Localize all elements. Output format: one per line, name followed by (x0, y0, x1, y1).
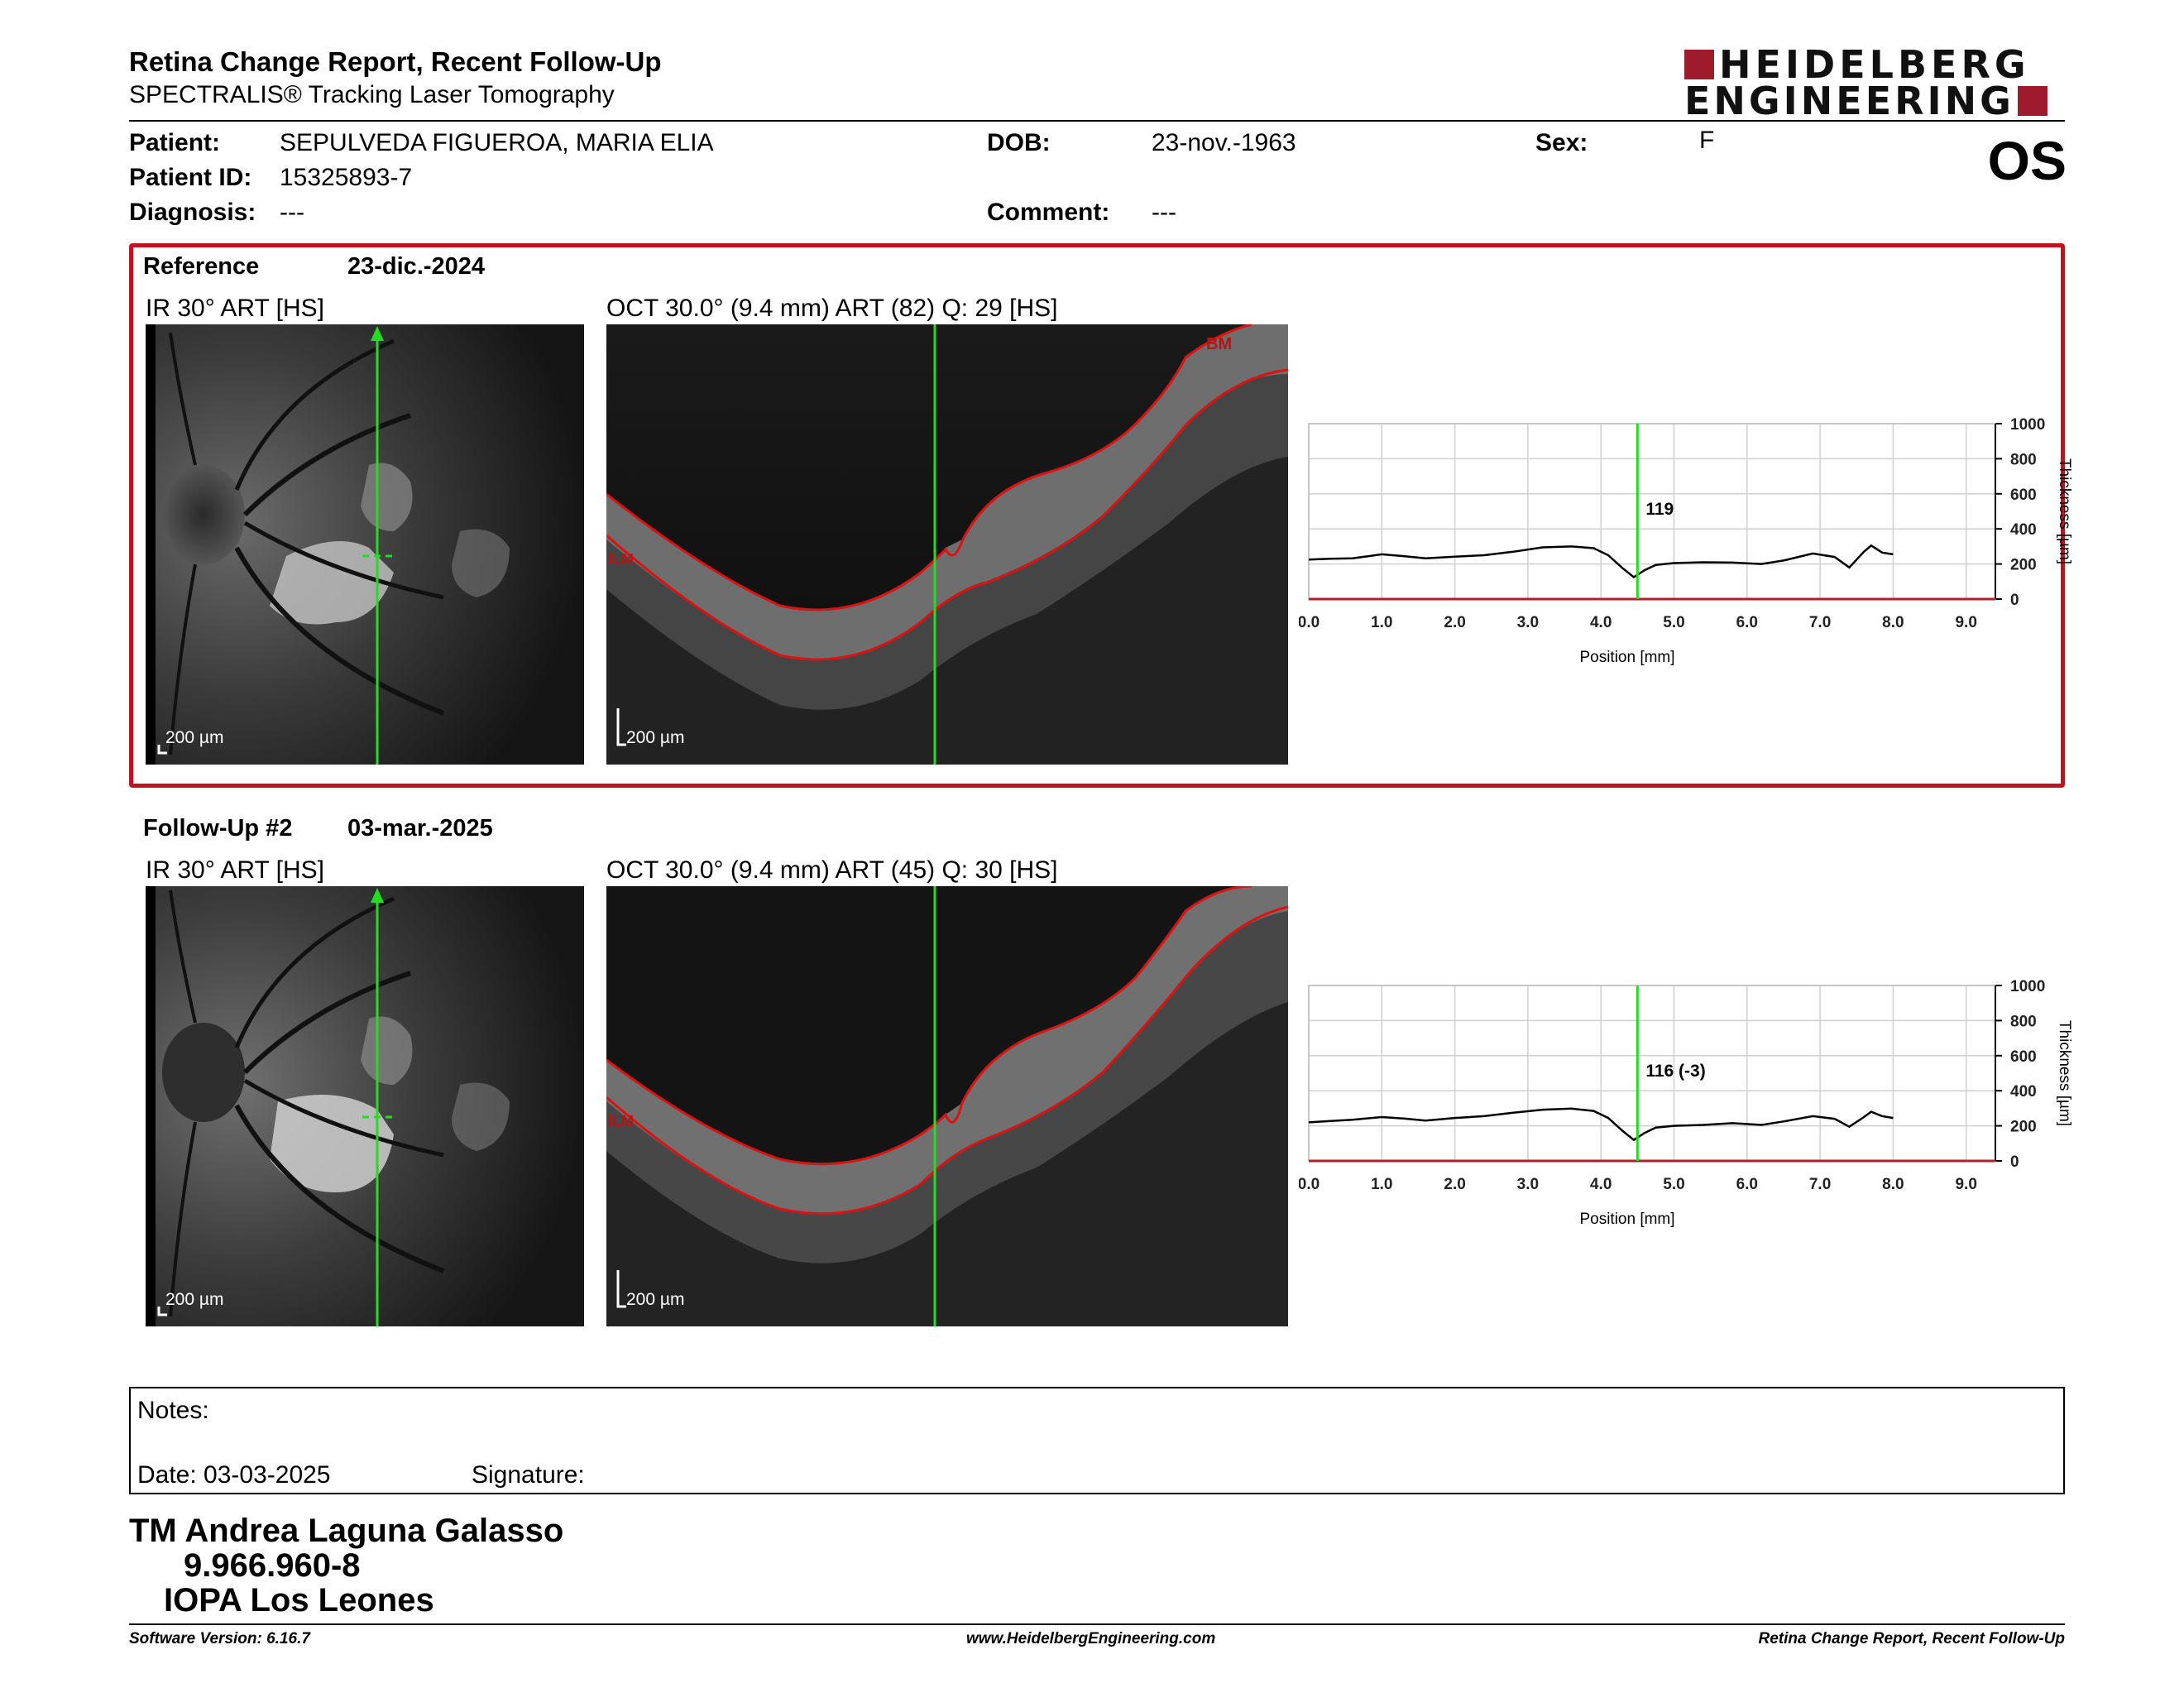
reference-ir-caption: IR 30° ART [HS] (146, 295, 324, 322)
patient-id: 15325893-7 (280, 164, 413, 191)
x-tick-label: 7.0 (1809, 1176, 1831, 1193)
oct-svg: ILM (606, 886, 1288, 1326)
comment-value: --- (1152, 199, 1176, 226)
fundus-svg (156, 324, 584, 765)
sex-value: F (1699, 127, 1715, 154)
x-tick-label: 0.0 (1299, 1176, 1320, 1193)
x-tick-label: 3.0 (1517, 1176, 1539, 1193)
reference-ir-scale: 200 µm (165, 728, 224, 747)
comment-label: Comment: (987, 199, 1110, 226)
y-tick-label: 1000 (2010, 978, 2045, 995)
fundus-svg (156, 886, 584, 1326)
followup-ir-caption: IR 30° ART [HS] (146, 856, 324, 884)
x-tick-label: 9.0 (1955, 614, 1976, 631)
oct-svg: BM ILM (606, 324, 1288, 765)
x-tick-label: 2.0 (1444, 614, 1465, 631)
followup-label: Follow-Up #2 (143, 815, 293, 842)
logo-row-2: ENGINEERING (1684, 79, 2048, 123)
reference-ir-image[interactable]: 200 µm (146, 324, 584, 765)
footer-rule (129, 1623, 2065, 1625)
ilm-label: ILM (608, 551, 634, 568)
cursor-value-label: 119 (1645, 500, 1674, 519)
y-tick-label: 0 (2010, 592, 2019, 609)
x-axis-label: Position [mm] (1579, 1211, 1674, 1228)
y-tick-label: 0 (2010, 1153, 2019, 1171)
website: www.HeidelbergEngineering.com (966, 1630, 1216, 1647)
x-tick-label: 6.0 (1736, 614, 1758, 631)
reference-oct-caption: OCT 30.0° (9.4 mm) ART (82) Q: 29 [HS] (606, 295, 1058, 322)
logo-square-icon (1684, 50, 1714, 79)
notes-box[interactable]: Notes: Date: 03-03-2025 Signature: (129, 1387, 2065, 1494)
y-tick-label: 600 (2010, 487, 2037, 504)
y-tick-label: 400 (2010, 521, 2037, 539)
followup-thickness-chart: 0.0 1.0 2.0 3.0 4.0 5.0 6.0 7.0 8.0 9.0 0 200 400 600… (1299, 978, 2073, 1228)
reference-oct-scale: 200 µm (626, 728, 685, 747)
x-tick-label: 3.0 (1517, 614, 1539, 631)
header-rule (129, 120, 2065, 122)
x-tick-label: 1.0 (1371, 1176, 1392, 1193)
followup-ir-image[interactable]: 200 µm (146, 886, 584, 1326)
signature-label: Signature: (472, 1461, 585, 1489)
followup-date: 03-mar.-2025 (347, 815, 493, 842)
x-tick-label: 9.0 (1955, 1176, 1976, 1193)
followup-oct-image[interactable]: ILM 200 µm (606, 886, 1288, 1326)
x-tick-label: 2.0 (1444, 1176, 1465, 1193)
y-tick-label: 600 (2010, 1048, 2037, 1066)
x-axis-label: Position [mm] (1579, 649, 1674, 666)
thickness-series-line (1308, 1107, 1894, 1142)
bm-label: BM (1206, 335, 1232, 353)
signer-name: TM Andrea Laguna Galasso (129, 1513, 564, 1549)
x-tick-label: 4.0 (1590, 1176, 1612, 1193)
notes-label: Notes: (137, 1397, 209, 1424)
y-tick-label: 1000 (2010, 416, 2045, 434)
reference-box (129, 243, 2065, 788)
x-tick-label: 6.0 (1736, 1176, 1758, 1193)
logo-square-icon (2017, 86, 2048, 116)
x-tick-label: 8.0 (1882, 614, 1904, 631)
cursor-value-label: 116 (-3) (1645, 1062, 1705, 1081)
patient-id-label: Patient ID: (129, 164, 252, 191)
y-tick-label: 200 (2010, 557, 2037, 574)
report-title: Retina Change Report, Recent Follow-Up (129, 46, 662, 77)
y-tick-label: 400 (2010, 1083, 2037, 1101)
x-tick-label: 5.0 (1663, 1176, 1684, 1193)
x-tick-label: 0.0 (1299, 614, 1320, 631)
signer-clinic: IOPA Los Leones (164, 1582, 434, 1618)
reference-thickness-chart: 0.0 1.0 2.0 3.0 4.0 5.0 6.0 7.0 8.0 9.0 0 200 400 600… (1299, 416, 2073, 666)
x-tick-label: 5.0 (1663, 614, 1684, 631)
y-axis-label: Thickness [µm] (2056, 458, 2073, 564)
y-axis-label: Thickness [µm] (2056, 1020, 2073, 1126)
followup-oct-scale: 200 µm (626, 1290, 685, 1309)
notes-date: Date: 03-03-2025 (137, 1461, 331, 1489)
followup-ir-scale: 200 µm (165, 1290, 224, 1309)
logo-line2: ENGINEERING (1684, 79, 2014, 123)
y-tick-label: 200 (2010, 1119, 2037, 1136)
diagnosis-label: Diagnosis: (129, 199, 256, 226)
followup-oct-caption: OCT 30.0° (9.4 mm) ART (45) Q: 30 [HS] (606, 856, 1058, 884)
y-tick-label: 800 (2010, 1013, 2037, 1030)
x-tick-label: 7.0 (1809, 614, 1831, 631)
diagnosis-value: --- (280, 199, 304, 226)
logo: HEIDELBERG (1684, 42, 2030, 87)
thickness-series-line (1308, 544, 1894, 579)
x-tick-label: 8.0 (1882, 1176, 1904, 1193)
patient-name: SEPULVEDA FIGUEROA, MARIA ELIA (280, 129, 714, 156)
reference-label: Reference (143, 253, 260, 280)
dob-label: DOB: (987, 129, 1051, 156)
ilm-label: ILM (608, 1113, 634, 1129)
report-subtitle: SPECTRALIS® Tracking Laser Tomography (129, 81, 615, 108)
y-tick-label: 800 (2010, 451, 2037, 468)
x-tick-label: 1.0 (1371, 614, 1392, 631)
dob-value: 23-nov.-1963 (1152, 129, 1296, 156)
logo-line1: HEIDELBERG (1719, 42, 2030, 87)
reference-date: 23-dic.-2024 (347, 253, 486, 280)
patient-label: Patient: (129, 129, 221, 156)
software-version: Software Version: 6.16.7 (129, 1630, 310, 1647)
reference-oct-image[interactable]: BM ILM 200 µm (606, 324, 1288, 765)
footer-report-name: Retina Change Report, Recent Follow-Up (1758, 1630, 2065, 1647)
eye-label: OS (1987, 130, 2067, 191)
x-tick-label: 4.0 (1590, 614, 1612, 631)
sex-label: Sex: (1535, 129, 1588, 156)
signer-rut: 9.966.960-8 (184, 1547, 361, 1584)
